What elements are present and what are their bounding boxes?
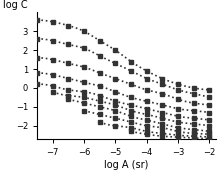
Y-axis label: log C: log C (3, 0, 28, 10)
X-axis label: log A (sr): log A (sr) (104, 160, 148, 170)
